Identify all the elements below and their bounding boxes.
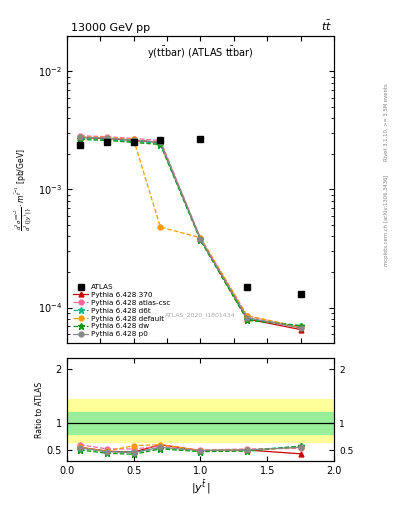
Pythia 6.428 d6t <box>105 136 109 142</box>
X-axis label: $|y^{\bar{t}\,}|$: $|y^{\bar{t}\,}|$ <box>191 478 210 496</box>
Pythia 6.428 dw <box>131 139 136 145</box>
ATLAS <box>245 284 250 290</box>
Pythia 6.428 atlas-csc <box>78 133 83 139</box>
Text: mcplots.cern.ch [arXiv:1306.3436]: mcplots.cern.ch [arXiv:1306.3436] <box>384 175 389 266</box>
Text: ATLAS_2020_I1801434: ATLAS_2020_I1801434 <box>165 313 236 318</box>
Pythia 6.428 dw <box>158 141 163 147</box>
Pythia 6.428 atlas-csc <box>158 137 163 143</box>
Pythia 6.428 default <box>198 234 203 241</box>
Pythia 6.428 dw <box>78 136 83 142</box>
Pythia 6.428 d6t <box>245 316 250 322</box>
Text: Rivet 3.1.10, >= 3.5M events: Rivet 3.1.10, >= 3.5M events <box>384 83 389 161</box>
Pythia 6.428 370 <box>105 136 109 142</box>
Pythia 6.428 p0 <box>105 135 109 141</box>
Bar <box>67 399 334 442</box>
Line: Pythia 6.428 dw: Pythia 6.428 dw <box>77 136 304 329</box>
Pythia 6.428 dw <box>198 238 203 244</box>
ATLAS <box>298 291 303 297</box>
Pythia 6.428 d6t <box>298 323 303 329</box>
Line: Pythia 6.428 default: Pythia 6.428 default <box>78 134 303 330</box>
Pythia 6.428 370 <box>78 135 83 141</box>
Line: Pythia 6.428 p0: Pythia 6.428 p0 <box>78 135 303 330</box>
Pythia 6.428 default <box>131 136 136 142</box>
Pythia 6.428 atlas-csc <box>198 234 203 241</box>
Pythia 6.428 p0 <box>158 139 163 145</box>
Pythia 6.428 default <box>105 135 109 141</box>
Pythia 6.428 370 <box>158 139 163 145</box>
ATLAS <box>78 141 83 147</box>
Pythia 6.428 370 <box>245 316 250 322</box>
Pythia 6.428 d6t <box>78 136 83 142</box>
Line: ATLAS: ATLAS <box>77 135 304 297</box>
ATLAS <box>131 139 136 145</box>
Pythia 6.428 p0 <box>245 314 250 321</box>
Pythia 6.428 370 <box>298 327 303 333</box>
Text: 13000 GeV pp: 13000 GeV pp <box>71 23 150 33</box>
Pythia 6.428 default <box>298 324 303 330</box>
Pythia 6.428 default <box>78 134 83 140</box>
Pythia 6.428 default <box>245 313 250 319</box>
Pythia 6.428 p0 <box>298 325 303 331</box>
ATLAS <box>198 136 203 142</box>
Text: $t\bar{t}$: $t\bar{t}$ <box>321 19 332 33</box>
Legend: ATLAS, Pythia 6.428 370, Pythia 6.428 atlas-csc, Pythia 6.428 d6t, Pythia 6.428 : ATLAS, Pythia 6.428 370, Pythia 6.428 at… <box>70 282 173 339</box>
Line: Pythia 6.428 370: Pythia 6.428 370 <box>78 135 303 332</box>
Pythia 6.428 370 <box>198 236 203 242</box>
Pythia 6.428 dw <box>298 323 303 329</box>
Pythia 6.428 dw <box>245 317 250 323</box>
Pythia 6.428 d6t <box>131 138 136 144</box>
Pythia 6.428 p0 <box>198 236 203 242</box>
Pythia 6.428 370 <box>131 137 136 143</box>
Pythia 6.428 atlas-csc <box>105 134 109 140</box>
Pythia 6.428 atlas-csc <box>131 136 136 142</box>
Text: y(t$\bar{\mathrm{t}}$bar) (ATLAS t$\bar{\mathrm{t}}$bar): y(t$\bar{\mathrm{t}}$bar) (ATLAS t$\bar{… <box>147 45 254 61</box>
ATLAS <box>158 137 163 143</box>
Pythia 6.428 atlas-csc <box>245 313 250 319</box>
Line: Pythia 6.428 atlas-csc: Pythia 6.428 atlas-csc <box>78 133 303 330</box>
Bar <box>67 412 334 434</box>
Pythia 6.428 p0 <box>131 137 136 143</box>
Pythia 6.428 atlas-csc <box>298 324 303 330</box>
Pythia 6.428 default <box>158 224 163 230</box>
Pythia 6.428 d6t <box>198 236 203 242</box>
ATLAS <box>105 139 109 145</box>
Pythia 6.428 d6t <box>158 140 163 146</box>
Pythia 6.428 p0 <box>78 134 83 140</box>
Line: Pythia 6.428 d6t: Pythia 6.428 d6t <box>77 135 304 329</box>
Y-axis label: Ratio to ATLAS: Ratio to ATLAS <box>35 381 44 438</box>
Y-axis label: $\frac{d^2\sigma^{ord^{-1}}}{d^2\{|y^{\bar{t}\,}|\}} \cdot m^{\bar{t}^{-1}}$ [pb: $\frac{d^2\sigma^{ord^{-1}}}{d^2\{|y^{\b… <box>13 148 35 231</box>
Pythia 6.428 dw <box>105 137 109 143</box>
